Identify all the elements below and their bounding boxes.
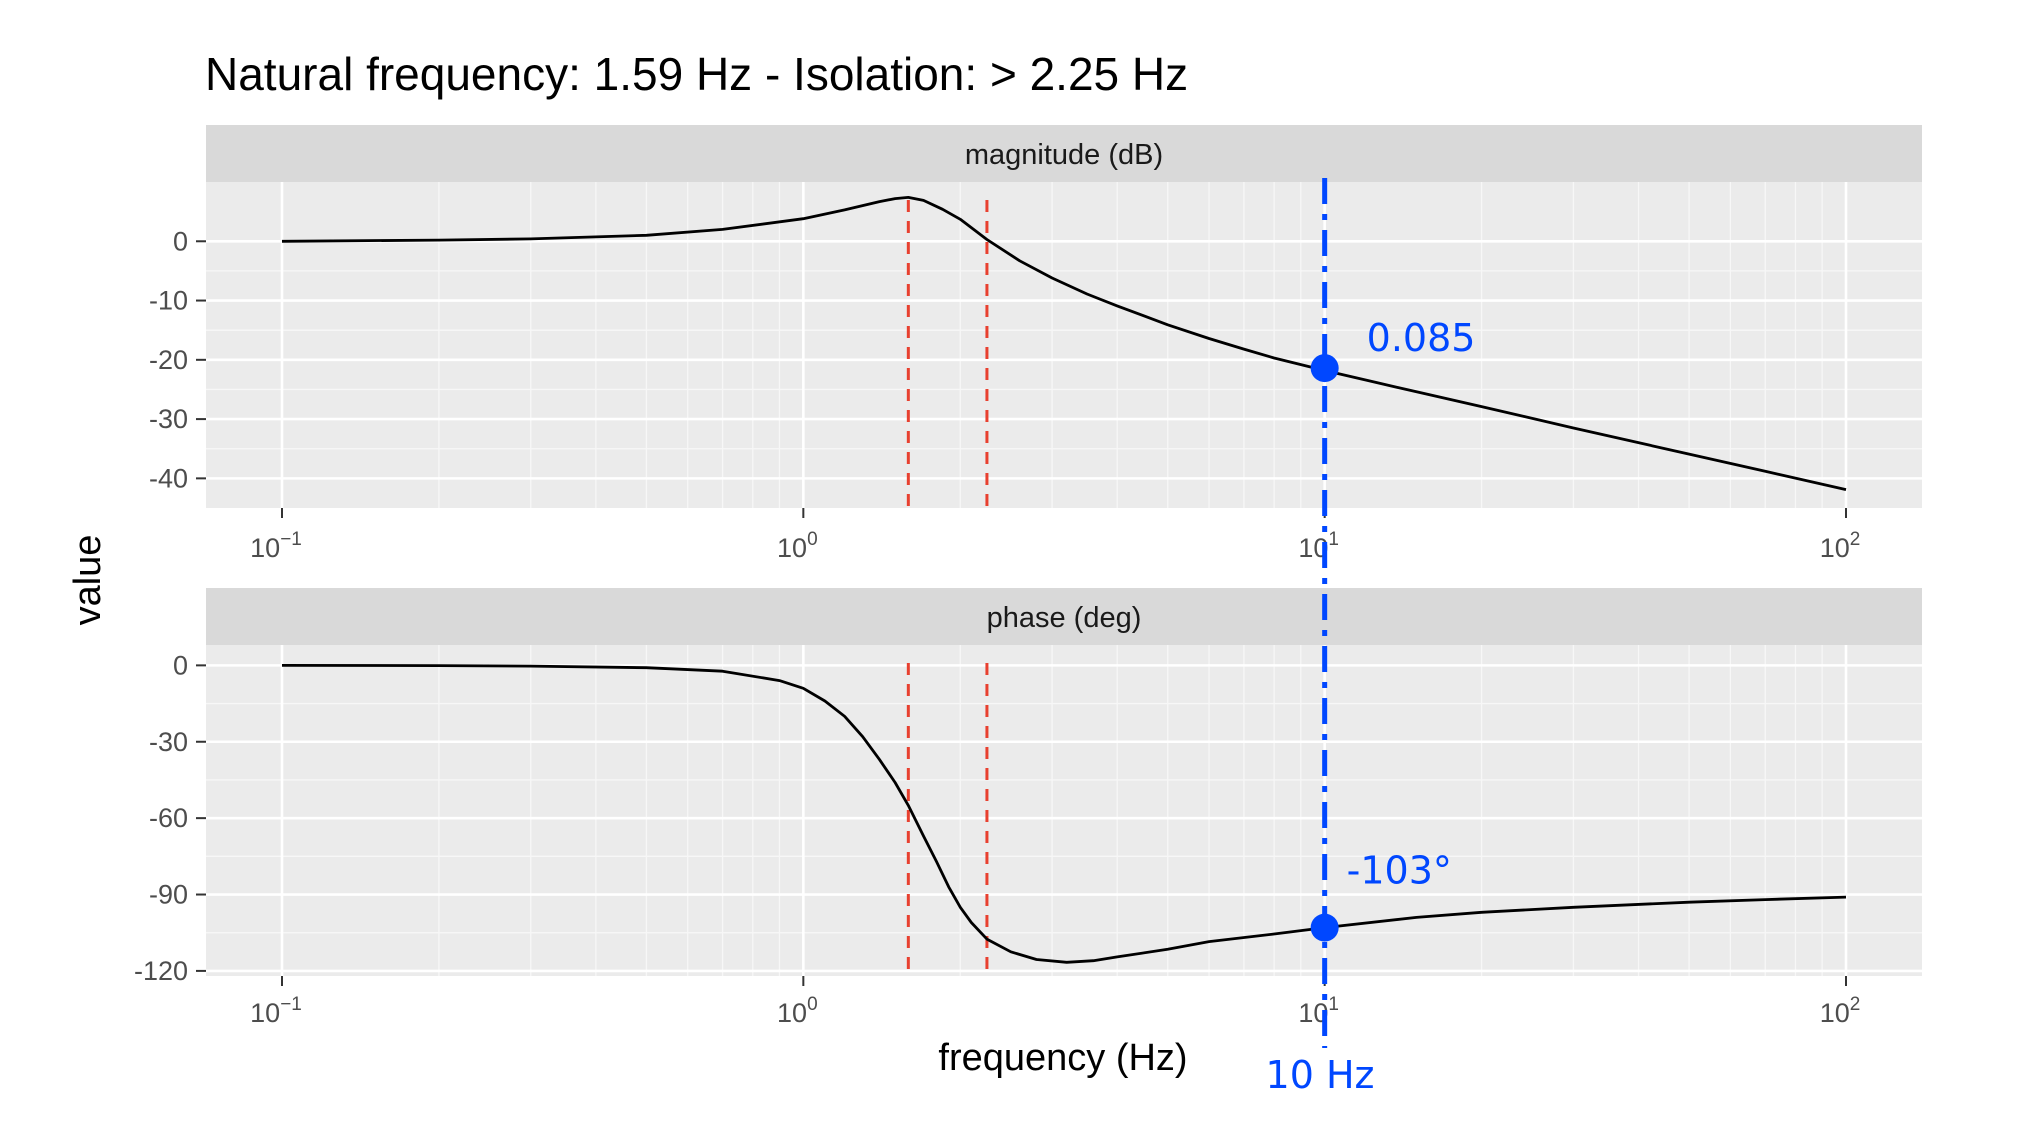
marker-value-label: -103° xyxy=(1347,849,1452,893)
panel-magnitude: magnitude (dB) 0 -10 -20 -30 -40 10−1 100 101 102 xyxy=(149,125,1922,563)
x-tick-label: 100 xyxy=(777,529,818,563)
y-tick-label: -60 xyxy=(149,803,188,833)
series-line xyxy=(281,195,1847,491)
x-tick-label: 102 xyxy=(1820,529,1861,563)
y-tick-label: -120 xyxy=(134,956,188,986)
y-tick-label: -20 xyxy=(149,345,188,375)
highlight-marker xyxy=(1310,913,1339,942)
x-axis-title: frequency (Hz) xyxy=(938,1037,1187,1079)
x-tick-label: 101 xyxy=(1298,994,1339,1028)
strip-background xyxy=(206,588,1922,645)
y-tick-label: -30 xyxy=(149,727,188,757)
y-axis-title: value xyxy=(67,535,109,626)
y-tick-label: -40 xyxy=(149,463,188,493)
strip-label: phase (deg) xyxy=(987,602,1142,634)
y-tick-label: -30 xyxy=(149,404,188,434)
highlight-frequency-label: 10 Hz xyxy=(1266,1053,1375,1097)
x-tick-label: 102 xyxy=(1820,994,1861,1028)
strip-background xyxy=(206,125,1922,182)
y-tick-label: -10 xyxy=(149,286,188,316)
marker-value-label: 0.085 xyxy=(1367,316,1476,360)
x-tick-label: 100 xyxy=(777,994,818,1028)
x-tick-label: 101 xyxy=(1298,529,1339,563)
y-tick-label: 0 xyxy=(173,650,188,680)
y-tick-label: -90 xyxy=(149,880,188,910)
highlight-marker xyxy=(1310,354,1339,383)
panel-background xyxy=(206,182,1922,508)
x-tick-label: 10−1 xyxy=(250,529,302,563)
x-tick-label: 10−1 xyxy=(250,994,302,1028)
panel-background xyxy=(206,645,1922,976)
y-tick-label: 0 xyxy=(173,226,188,256)
chart-title: Natural frequency: 1.59 Hz - Isolation: … xyxy=(205,48,1188,100)
panel-phase: phase (deg) 0 -30 -60 -90 -120 10−1 100 101 102 xyxy=(134,588,1922,1028)
strip-label: magnitude (dB) xyxy=(965,139,1163,171)
series-line xyxy=(281,664,1847,964)
